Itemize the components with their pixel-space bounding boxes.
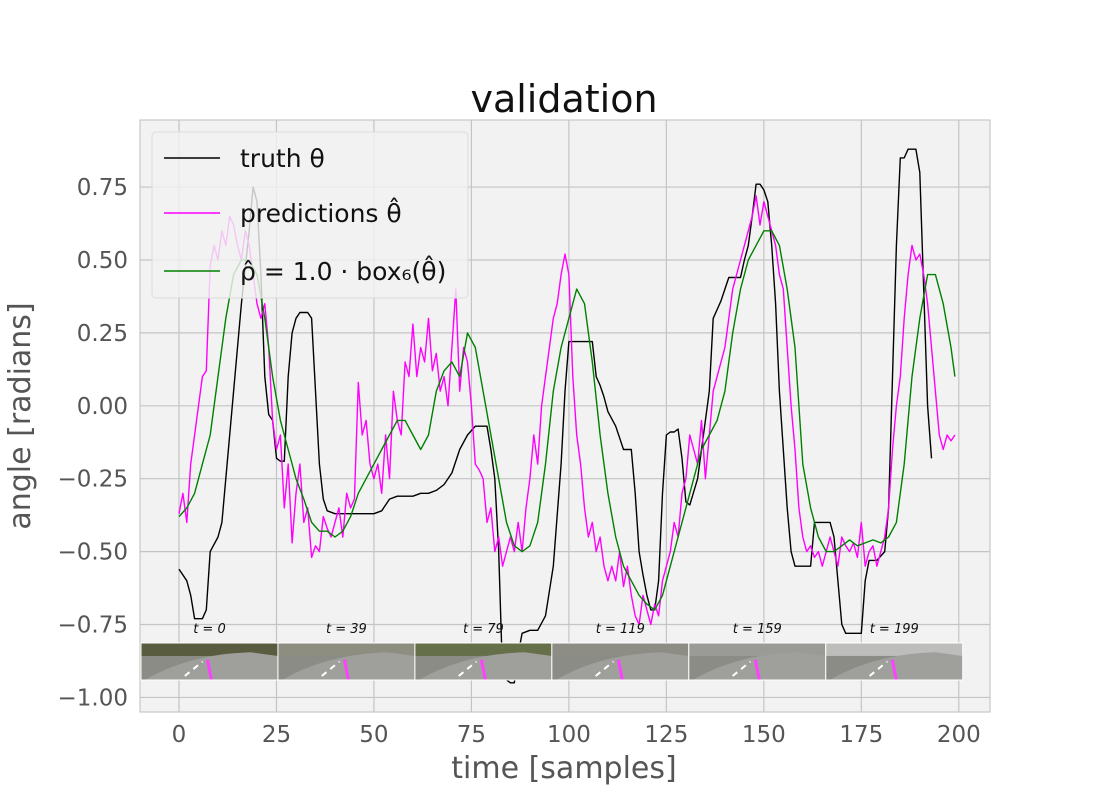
camera-frame: t = 119 [551, 622, 690, 681]
x-tick-label: 125 [644, 722, 688, 748]
y-tick-label: 0.00 [77, 394, 128, 420]
camera-frame: t = 199 [825, 622, 964, 681]
legend-entry-smoothed: ρ̂ = 1.0 · box₆(θ̂) [164, 255, 446, 286]
legend-label: predictions θ̂ [240, 197, 402, 228]
frame-label: t = 119 [596, 622, 645, 637]
legend-label: ρ̂ = 1.0 · box₆(θ̂) [240, 255, 446, 286]
y-tick-label: 0.25 [77, 321, 128, 347]
frame-road [418, 652, 552, 680]
frame-label: t = 0 [193, 622, 226, 637]
frame-steering-indicator [342, 659, 350, 681]
frame-lane-marking [321, 660, 341, 677]
y-tick-label: 0.50 [77, 248, 128, 274]
y-axis-ticks: −1.00 −0.75 −0.50 −0.25 0.00 0.25 0.50 0.75 [58, 175, 128, 711]
x-tick-label: 100 [547, 722, 591, 748]
frame-steering-indicator [206, 659, 213, 681]
camera-frame: t = 159 [688, 622, 827, 681]
frame-lane-marking [868, 660, 889, 677]
x-tick-label: 175 [839, 722, 883, 748]
legend-box [151, 131, 469, 299]
frame-label: t = 159 [733, 622, 782, 637]
frame-road [692, 652, 826, 680]
frame-steering-indicator [479, 659, 487, 681]
y-tick-label: −0.25 [58, 467, 128, 493]
y-axis-label: angle [radians] [3, 302, 38, 529]
x-axis-ticks: 0 25 50 75 100 125 150 175 200 [172, 722, 981, 748]
frame-steering-indicator [616, 659, 624, 681]
x-tick-label: 200 [937, 722, 981, 748]
camera-frames-strip: t = 0 t = 39 t = 79 t = 119 t = 159 t = 199 [140, 622, 964, 681]
frame-border [825, 642, 964, 681]
smoothed-line [178, 230, 956, 611]
x-tick-label: 50 [359, 722, 388, 748]
frame-label: t = 39 [326, 622, 367, 637]
x-tick-label: 75 [457, 722, 486, 748]
y-tick-label: −0.75 [58, 613, 128, 639]
frame-road [555, 652, 689, 680]
frame-road [145, 652, 278, 680]
frame-steering-indicator [753, 659, 761, 681]
legend-label: truth θ [240, 144, 325, 173]
x-tick-label: 0 [172, 722, 187, 748]
camera-frame: t = 79 [414, 622, 553, 681]
camera-frame: t = 39 [277, 622, 416, 681]
frame-lane-marking [184, 660, 204, 677]
x-tick-label: 150 [742, 722, 786, 748]
frame-road [281, 652, 415, 680]
frame-lane-marking [595, 660, 615, 677]
y-tick-label: −1.00 [58, 685, 128, 711]
y-tick-label: −0.50 [58, 540, 128, 566]
legend-entry-truth: truth θ [164, 144, 325, 173]
frame-label: t = 199 [870, 622, 919, 637]
frame-steering-indicator [890, 659, 898, 681]
frame-label: t = 79 [463, 622, 504, 637]
frame-lane-marking [458, 660, 478, 677]
predictions-line [178, 195, 956, 626]
legend: truth θ predictions θ̂ ρ̂ = 1.0 · box₆(θ̂) [151, 131, 469, 299]
x-axis-label: time [samples] [451, 751, 676, 786]
y-tick-label: 0.75 [77, 175, 128, 201]
x-tick-label: 25 [262, 722, 291, 748]
frame-road [829, 652, 963, 680]
series-group [178, 148, 956, 684]
camera-frame: t = 0 [140, 622, 279, 681]
frame-lane-marking [731, 660, 752, 677]
legend-entry-predictions: predictions θ̂ [164, 197, 402, 228]
chart-title: validation [470, 77, 657, 121]
